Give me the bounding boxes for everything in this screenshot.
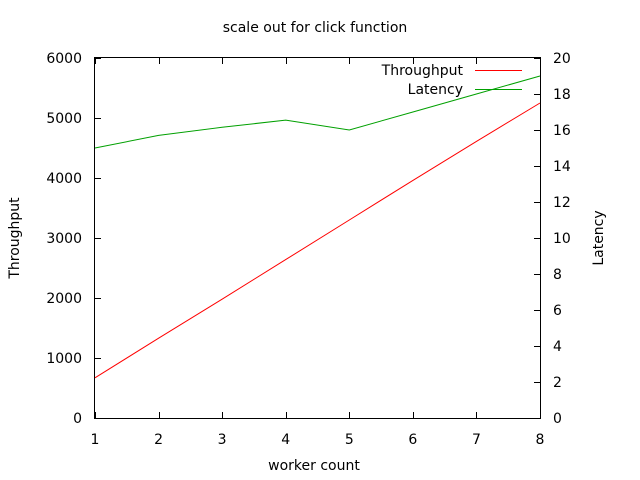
- x-tick-label: 1: [91, 432, 100, 448]
- y2-tick-label: 2: [553, 375, 562, 391]
- x-tick-label: 7: [472, 432, 481, 448]
- y-tick-label: 2000: [46, 291, 82, 307]
- y2-tick-label: 16: [553, 123, 571, 139]
- y2-tick-label: 18: [553, 87, 571, 103]
- x-tick-label: 6: [408, 432, 417, 448]
- x-tick-label: 5: [345, 432, 354, 448]
- x-tick-label: 8: [536, 432, 545, 448]
- series-line-throughput: [94, 102, 541, 379]
- x-tick-label: 4: [281, 432, 290, 448]
- y-tick-label: 0: [73, 411, 82, 427]
- y-tick-label: 1000: [46, 351, 82, 367]
- y-tick-label: 4000: [46, 171, 82, 187]
- y2-tick-label: 14: [553, 159, 571, 175]
- legend-label-latency: Latency: [408, 82, 463, 98]
- legend-label-throughput: Throughput: [381, 63, 464, 79]
- y2-axis-label: Latency: [591, 210, 607, 265]
- y-tick-label: 6000: [46, 51, 82, 67]
- plot-frame: [94, 57, 541, 419]
- x-tick-label: 3: [218, 432, 227, 448]
- axis-ticks: [95, 58, 541, 419]
- y2-tick-label: 10: [553, 231, 571, 247]
- series-lines: [94, 75, 541, 379]
- legend: Throughput Latency: [381, 63, 522, 98]
- x-tick-label: 2: [154, 432, 163, 448]
- y2-tick-label: 20: [553, 51, 571, 67]
- x-axis-label: worker count: [268, 458, 360, 474]
- y2-tick-label: 6: [553, 303, 562, 319]
- y2-tick-label: 8: [553, 267, 562, 283]
- y2-tick-label: 12: [553, 195, 571, 211]
- y-axis-label: Throughput: [7, 197, 23, 280]
- series-line-latency: [94, 75, 541, 149]
- axis-tick-labels: 1 2 3 4 5 6 7 801000200030004000500060000246810…: [46, 51, 571, 448]
- y2-tick-label: 0: [553, 411, 562, 427]
- y-tick-label: 3000: [46, 231, 82, 247]
- y2-tick-label: 4: [553, 339, 562, 355]
- y-tick-label: 5000: [46, 111, 82, 127]
- chart-title: scale out for click function: [223, 20, 408, 36]
